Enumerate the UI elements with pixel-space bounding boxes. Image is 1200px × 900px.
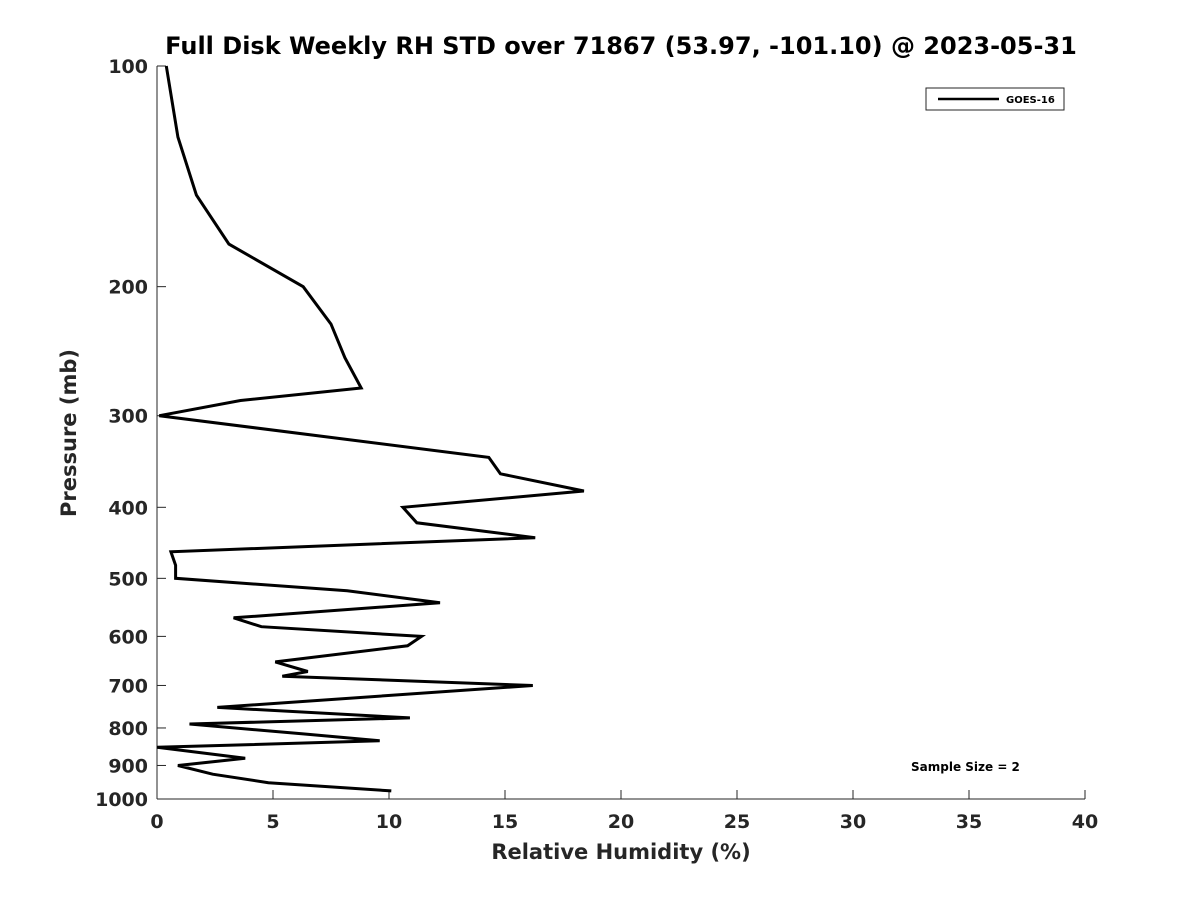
chart-title: Full Disk Weekly RH STD over 71867 (53.9…	[165, 32, 1077, 60]
y-tick-label: 800	[108, 718, 148, 740]
x-tick-label: 5	[266, 811, 279, 833]
sample-size-annotation: Sample Size = 2	[911, 760, 1020, 774]
y-tick-label: 500	[108, 568, 148, 590]
x-axis-label: Relative Humidity (%)	[491, 840, 750, 864]
y-tick-label: 900	[108, 755, 148, 777]
y-tick-label: 200	[108, 277, 148, 299]
x-tick-label: 25	[724, 811, 750, 833]
y-tick-label: 600	[108, 626, 148, 648]
x-tick-label: 20	[608, 811, 634, 833]
x-tick-label: 40	[1072, 811, 1098, 833]
x-tick-label: 30	[840, 811, 866, 833]
x-tick-label: 0	[150, 811, 163, 833]
series-line-goes-16	[156, 65, 585, 793]
x-tick-label: 15	[492, 811, 518, 833]
y-tick-label: 1000	[95, 789, 148, 811]
y-tick-label: 300	[108, 406, 148, 428]
series-group	[156, 65, 585, 793]
y-tick-label: 100	[108, 56, 148, 78]
x-tick-label: 35	[956, 811, 982, 833]
axes: 0 5 10 15 20 25 30 35 40 100 200 300 400 500 600 700 800…	[95, 56, 1098, 833]
y-tick-label: 400	[108, 497, 148, 519]
y-axis-label: Pressure (mb)	[57, 349, 81, 517]
legend: GOES-16	[925, 87, 1065, 111]
x-tick-label: 10	[376, 811, 402, 833]
y-tick-label: 700	[108, 675, 148, 697]
legend-label-goes-16: GOES-16	[1006, 95, 1055, 106]
